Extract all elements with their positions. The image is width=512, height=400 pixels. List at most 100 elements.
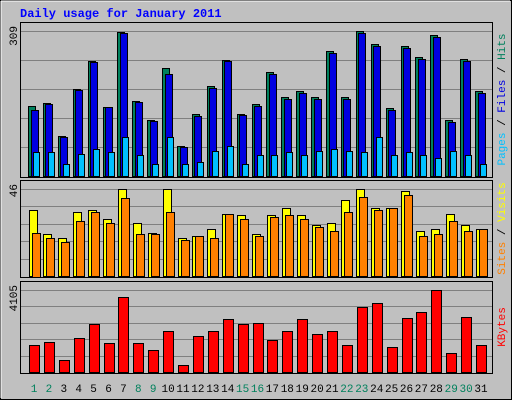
bar	[282, 331, 293, 373]
bar	[446, 353, 457, 373]
bar	[449, 221, 458, 277]
bar	[330, 231, 339, 277]
x-tick-label: 22	[340, 384, 353, 396]
x-tick-label: 13	[206, 384, 219, 396]
bar	[285, 215, 294, 277]
bar	[374, 210, 383, 277]
x-tick-label: 5	[90, 384, 97, 396]
y-tick-label: 309	[9, 26, 21, 46]
bar	[359, 197, 368, 277]
bar	[193, 336, 204, 373]
bar	[106, 223, 115, 277]
bar	[416, 312, 427, 373]
bar	[152, 164, 159, 177]
bar	[242, 164, 249, 177]
bar	[402, 318, 413, 373]
x-tick-label: 31	[474, 384, 488, 396]
legend-separator: /	[497, 60, 509, 80]
legend-entry: Hits	[497, 33, 509, 59]
bar	[44, 342, 55, 373]
chart-title: Daily usage for January 2011	[20, 7, 222, 21]
bar	[357, 307, 368, 373]
bar	[431, 290, 442, 373]
bar	[227, 146, 234, 177]
bar	[450, 151, 457, 177]
bar	[76, 221, 85, 277]
bar	[48, 152, 55, 177]
bar	[420, 155, 427, 177]
bar	[137, 155, 144, 177]
x-tick-label: 2	[46, 384, 53, 396]
legend: KBytes	[497, 307, 509, 347]
bar	[181, 240, 190, 277]
bar	[257, 155, 264, 177]
bar	[108, 152, 115, 177]
bar	[178, 365, 189, 373]
bar	[344, 212, 353, 277]
x-tick-label: 28	[430, 384, 443, 396]
legend-entry: Visits	[497, 182, 509, 222]
bar	[166, 212, 175, 277]
bar	[122, 137, 129, 177]
bar	[465, 155, 472, 177]
bar	[434, 234, 443, 277]
x-tick-label: 15	[236, 384, 249, 396]
x-tick-label: 30	[459, 384, 472, 396]
bar	[91, 212, 100, 277]
bar	[464, 231, 473, 277]
x-tick-label: 8	[135, 384, 142, 396]
bar	[148, 350, 159, 373]
bar	[29, 345, 40, 373]
bar	[435, 158, 442, 177]
bar	[461, 317, 472, 373]
bar	[182, 164, 189, 177]
x-tick-label: 3	[60, 384, 67, 396]
bar	[121, 198, 130, 277]
x-tick-label: 6	[105, 384, 112, 396]
bar	[419, 236, 428, 277]
bar	[479, 229, 488, 277]
bar	[63, 164, 70, 177]
bar	[240, 219, 249, 277]
bar	[372, 303, 383, 373]
x-tick-label: 19	[296, 384, 309, 396]
y-tick-label: 46	[9, 184, 21, 197]
x-tick-label: 18	[281, 384, 294, 396]
bar	[433, 37, 441, 177]
bar	[389, 208, 398, 277]
bar	[301, 155, 308, 177]
bar	[387, 347, 398, 373]
bar	[33, 152, 40, 177]
x-tick-label: 7	[120, 384, 127, 396]
x-tick-label: 16	[251, 384, 264, 396]
bar	[210, 238, 219, 277]
bar	[312, 334, 323, 373]
x-tick-label: 29	[445, 384, 458, 396]
bar	[361, 152, 368, 177]
x-tick-label: 25	[385, 384, 398, 396]
x-tick-label: 4	[75, 384, 82, 396]
bar	[316, 151, 323, 177]
x-tick-label: 11	[176, 384, 190, 396]
x-tick-label: 24	[370, 384, 384, 396]
bar	[391, 155, 398, 177]
bar	[346, 151, 353, 177]
bar	[61, 242, 70, 277]
legend-entry: KBytes	[497, 307, 509, 347]
bar	[376, 137, 383, 177]
bar	[297, 319, 308, 373]
x-tick-label: 14	[221, 384, 235, 396]
bar	[406, 152, 413, 177]
bar	[167, 137, 174, 177]
bar	[271, 155, 278, 177]
bar	[267, 340, 278, 373]
legend-separator: /	[497, 113, 509, 133]
bar	[476, 345, 487, 373]
bar	[151, 234, 160, 277]
x-tick-label: 27	[415, 384, 428, 396]
bar	[212, 151, 219, 177]
x-tick-label: 10	[161, 384, 174, 396]
bar	[195, 236, 204, 277]
bar	[255, 236, 264, 277]
bar	[93, 149, 100, 177]
